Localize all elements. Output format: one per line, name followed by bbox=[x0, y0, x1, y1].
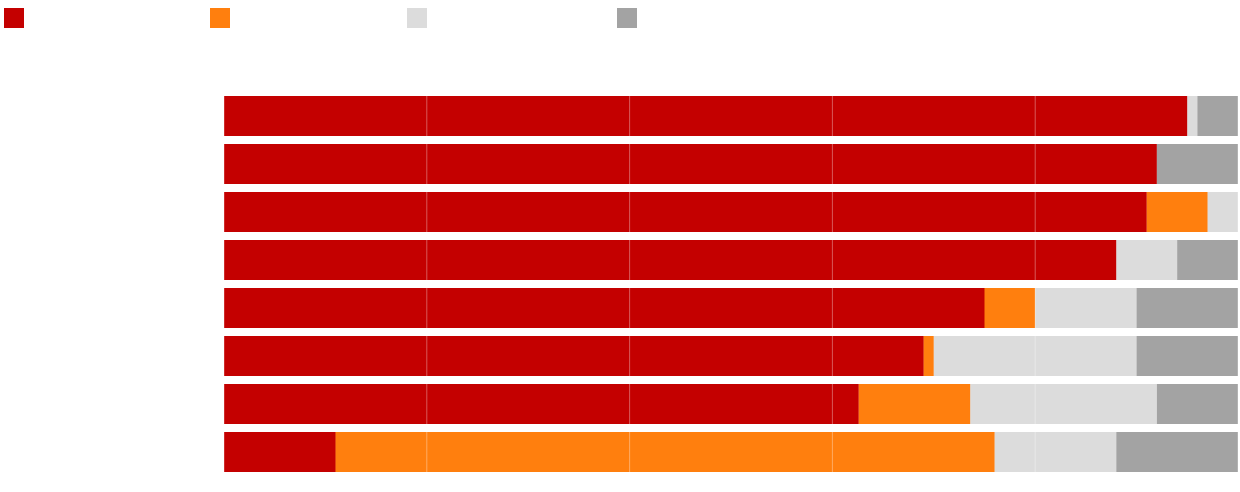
bar-row-4-series-4 bbox=[1177, 240, 1238, 280]
bar-row-6-series-3 bbox=[933, 336, 1137, 376]
bar-row-4-series-3 bbox=[1116, 240, 1178, 280]
chart-legend bbox=[0, 0, 1240, 40]
bar-row-7-series-1 bbox=[224, 384, 859, 424]
bar-row-6-series-4 bbox=[1136, 336, 1238, 376]
legend-item-series-1 bbox=[4, 8, 30, 28]
bar-row-5-series-2 bbox=[984, 288, 1036, 328]
bar-row-7-series-3 bbox=[970, 384, 1157, 424]
bar-row-5-series-1 bbox=[224, 288, 985, 328]
bar-row-7-series-2 bbox=[858, 384, 971, 424]
legend-swatch-series-3 bbox=[407, 8, 427, 28]
bar-row-6-series-1 bbox=[224, 336, 924, 376]
bar-row-5-series-3 bbox=[1035, 288, 1137, 328]
bar-row-3-series-1 bbox=[224, 192, 1147, 232]
bar-row-3-series-3 bbox=[1207, 192, 1238, 232]
bar-row-2-series-4 bbox=[1156, 144, 1238, 184]
bar-row-4-series-1 bbox=[224, 240, 1117, 280]
bar-row-8-series-3 bbox=[994, 432, 1117, 472]
bar-row-8-series-4 bbox=[1116, 432, 1238, 472]
bar-row-2-series-1 bbox=[224, 144, 1157, 184]
bar-row-6-series-2 bbox=[923, 336, 934, 376]
legend-swatch-series-4 bbox=[617, 8, 637, 28]
bar-row-1-series-4 bbox=[1197, 96, 1238, 136]
legend-item-series-2 bbox=[210, 8, 236, 28]
legend-swatch-series-2 bbox=[210, 8, 230, 28]
legend-swatch-series-1 bbox=[4, 8, 24, 28]
legend-item-series-3 bbox=[407, 8, 433, 28]
bar-row-5-series-4 bbox=[1136, 288, 1238, 328]
bar-row-8-series-2 bbox=[335, 432, 995, 472]
bar-row-7-series-4 bbox=[1156, 384, 1238, 424]
bar-row-8-series-1 bbox=[224, 432, 336, 472]
bar-row-1-series-3 bbox=[1187, 96, 1198, 136]
bar-row-1-series-1 bbox=[224, 96, 1188, 136]
bar-row-3-series-2 bbox=[1146, 192, 1208, 232]
legend-item-series-4 bbox=[617, 8, 643, 28]
